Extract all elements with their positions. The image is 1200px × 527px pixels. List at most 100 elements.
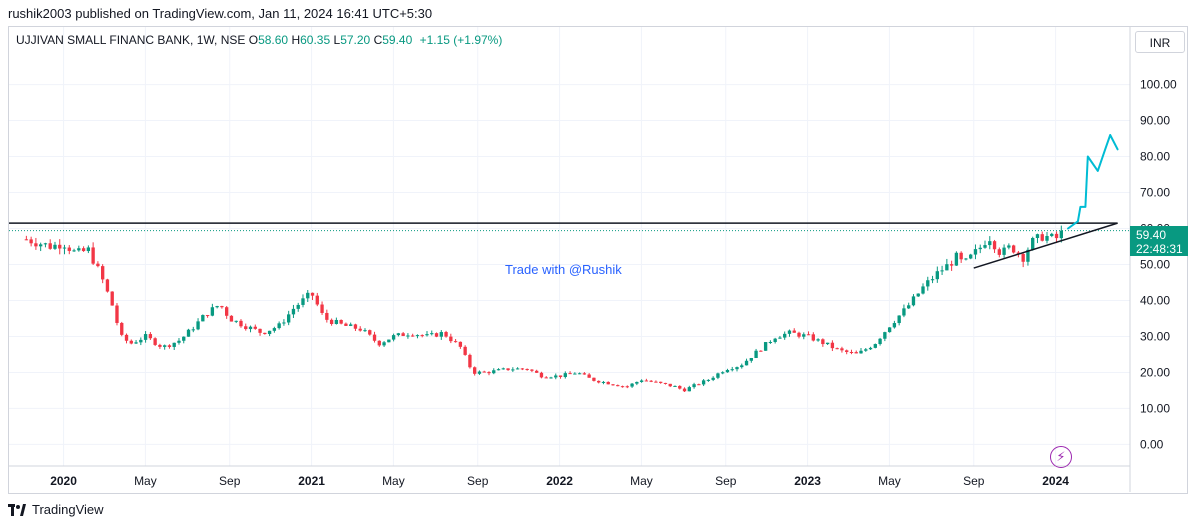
candle-body-up <box>211 307 214 315</box>
candle-body-down <box>654 382 657 383</box>
watermark-text: Trade with @Rushik <box>505 262 622 277</box>
candle-body-down <box>244 326 247 329</box>
candle-body-down <box>125 335 128 341</box>
candle-body-up <box>602 382 605 383</box>
candle-body-up <box>44 243 47 244</box>
candle-body-down <box>130 341 133 344</box>
candle-body-down <box>120 323 123 335</box>
candle-body-up <box>745 361 748 366</box>
candle-body-down <box>373 335 376 341</box>
candle-body-up <box>516 368 519 369</box>
lightning-bolt-icon[interactable]: ⚡ <box>1050 446 1072 468</box>
price-tick-label: 0.00 <box>1140 437 1164 451</box>
candle-body-down <box>101 266 104 279</box>
time-tick-month: May <box>382 474 405 488</box>
candle-body-up <box>902 308 905 315</box>
candle-body-down <box>1055 234 1058 238</box>
candle-body-down <box>683 389 686 392</box>
candle-body-down <box>344 324 347 326</box>
candle-body-down <box>106 279 109 291</box>
candle-body-down <box>559 375 562 377</box>
candle-body-up <box>39 244 42 246</box>
candle-body-down <box>616 385 619 386</box>
candle-body-up <box>163 345 166 347</box>
candle-body-up <box>63 248 66 249</box>
candle-body-down <box>411 336 414 337</box>
candle-body-up <box>1031 238 1034 250</box>
candle-body-up <box>249 327 252 329</box>
tradingview-footer[interactable]: TradingView <box>8 502 104 517</box>
candle-body-up <box>888 327 891 332</box>
candle-body-down <box>645 380 648 381</box>
candle-body-up <box>983 245 986 248</box>
candle-body-down <box>401 333 404 336</box>
price-tick-label: 50.00 <box>1140 257 1170 271</box>
candle-body-up <box>268 331 271 334</box>
candle-body-up <box>144 334 147 340</box>
candle-body-down <box>34 243 37 246</box>
candle-body-down <box>158 345 161 347</box>
candle-body-down <box>678 386 681 389</box>
candle-body-up <box>492 370 495 373</box>
candle-body-up <box>440 332 443 337</box>
candle-body-up <box>177 341 180 343</box>
candle-body-down <box>525 369 528 370</box>
candle-body-up <box>554 375 557 377</box>
candle-body-up <box>893 323 896 327</box>
candle-body-up <box>783 334 786 338</box>
candle-body-up <box>406 336 409 337</box>
candle-body-down <box>378 341 381 346</box>
candle-body-up <box>912 296 915 305</box>
candle-body-up <box>711 378 714 380</box>
candle-body-down <box>483 372 486 373</box>
candle-body-down <box>611 384 614 385</box>
candle-body-up <box>716 373 719 377</box>
candle-body-up <box>549 377 552 378</box>
candle-body-down <box>530 370 533 371</box>
candle-body-up <box>921 286 924 293</box>
candle-body-up <box>72 250 75 251</box>
price-tick-label: 20.00 <box>1140 365 1170 379</box>
candle-body-up <box>988 241 991 245</box>
candle-body-up <box>564 373 567 377</box>
candle-body-down <box>821 339 824 344</box>
candle-body-up <box>955 253 958 266</box>
candle-body-down <box>587 375 590 378</box>
candle-body-down <box>354 324 357 328</box>
candle-body-down <box>168 345 171 347</box>
candle-body-up <box>897 316 900 324</box>
candle-body-down <box>545 377 548 378</box>
candle-body-up <box>869 348 872 349</box>
candle-body-down <box>669 384 672 386</box>
candle-body-up <box>731 369 734 370</box>
candle-body-down <box>487 372 490 373</box>
candle-body-down <box>91 247 94 263</box>
candle-body-up <box>349 324 352 326</box>
candle-body-down <box>959 253 962 260</box>
candle-body-up <box>907 305 910 308</box>
currency-button[interactable]: INR <box>1135 31 1185 53</box>
low-value: 57.20 <box>340 33 370 47</box>
candle-body-down <box>316 296 319 305</box>
price-tick-label: 70.00 <box>1140 186 1170 200</box>
candle-body-up <box>964 259 967 260</box>
tradingview-brand: TradingView <box>32 502 104 517</box>
candle-body-down <box>230 316 233 322</box>
candle-body-down <box>759 351 762 352</box>
candle-body-down <box>311 293 314 296</box>
time-tick-month: Sep <box>467 474 489 488</box>
close-label: C <box>374 33 383 47</box>
candle-body-up <box>816 339 819 340</box>
candle-body-up <box>578 373 581 374</box>
time-axis: 2020 May Sep 2021 May Sep 2022 May Sep 2023 May Sep… <box>50 474 1069 488</box>
candle-body-down <box>797 333 800 337</box>
candle-body-down <box>111 292 114 306</box>
candle-body-down <box>607 382 610 384</box>
price-tick-label: 10.00 <box>1140 401 1170 415</box>
candle-body-up <box>425 334 428 335</box>
high-value: 60.35 <box>300 33 330 47</box>
candle-body-up <box>1007 245 1010 247</box>
candle-body-up <box>917 294 920 297</box>
candle-body-up <box>201 315 204 321</box>
